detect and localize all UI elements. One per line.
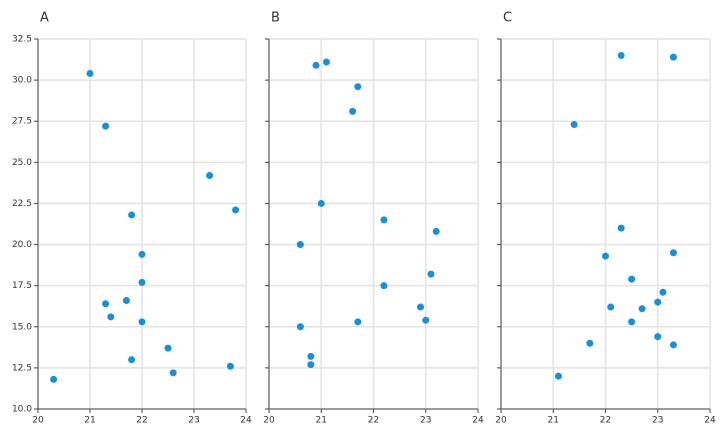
y-tick-label: 25.0 (12, 158, 32, 168)
point (607, 303, 615, 311)
point (349, 107, 357, 115)
x-tick-label: 23 (420, 416, 431, 426)
point (86, 70, 94, 78)
x-tick-label: 22 (368, 416, 379, 426)
point (432, 227, 440, 235)
point (659, 288, 667, 296)
x-tick-label: 24 (240, 416, 252, 426)
point (417, 303, 425, 311)
point (317, 199, 325, 207)
x-tick-label: 23 (652, 416, 663, 426)
point (669, 53, 677, 61)
point (654, 333, 662, 341)
point (226, 362, 234, 370)
point (138, 278, 146, 286)
point (102, 300, 110, 308)
point (628, 275, 636, 283)
point (128, 211, 136, 219)
point (554, 372, 562, 380)
point (312, 61, 320, 69)
x-tick-label: 22 (600, 416, 611, 426)
point (296, 323, 304, 331)
point (380, 216, 388, 224)
point (354, 83, 362, 91)
x-tick-label: 24 (472, 416, 484, 426)
point (232, 206, 240, 214)
y-tick-label: 10.0 (12, 405, 32, 415)
panel-title: A (40, 11, 49, 26)
x-tick-label: 20 (495, 416, 507, 426)
y-tick-label: 27.5 (12, 117, 32, 127)
point (307, 352, 315, 360)
point (322, 58, 330, 66)
x-tick-label: 21 (316, 416, 327, 426)
y-tick-label: 30.0 (12, 76, 32, 86)
point (638, 305, 646, 313)
y-tick-label: 32.5 (12, 35, 32, 45)
point (107, 313, 115, 321)
y-tick-label: 20.0 (12, 240, 32, 250)
point (380, 282, 388, 290)
point (427, 270, 435, 278)
x-tick-label: 20 (32, 416, 44, 426)
point (122, 296, 130, 304)
point (50, 375, 58, 383)
point (206, 171, 214, 179)
point (138, 318, 146, 326)
point (654, 298, 662, 306)
point (422, 316, 430, 324)
point (617, 51, 625, 59)
point (602, 252, 609, 260)
x-tick-label: 20 (263, 416, 275, 426)
point (354, 318, 362, 326)
point (169, 369, 177, 377)
point (669, 249, 677, 257)
point (164, 344, 172, 352)
panel-title: B (271, 11, 280, 26)
x-tick-label: 21 (84, 416, 95, 426)
point (307, 361, 315, 369)
point (669, 341, 677, 349)
x-tick-label: 21 (548, 416, 559, 426)
point (128, 356, 136, 364)
point (628, 318, 636, 326)
point (102, 122, 110, 130)
point (296, 241, 304, 249)
y-tick-label: 15.0 (12, 322, 32, 332)
x-tick-label: 22 (136, 416, 147, 426)
y-tick-label: 22.5 (12, 199, 32, 209)
y-tick-label: 12.5 (12, 363, 32, 373)
x-tick-label: 23 (188, 416, 199, 426)
point (570, 121, 578, 129)
point (138, 250, 146, 258)
y-tick-label: 17.5 (12, 281, 32, 291)
x-tick-label: 24 (704, 416, 716, 426)
panel-title: C (503, 11, 512, 26)
point (617, 224, 625, 232)
point (586, 339, 594, 347)
